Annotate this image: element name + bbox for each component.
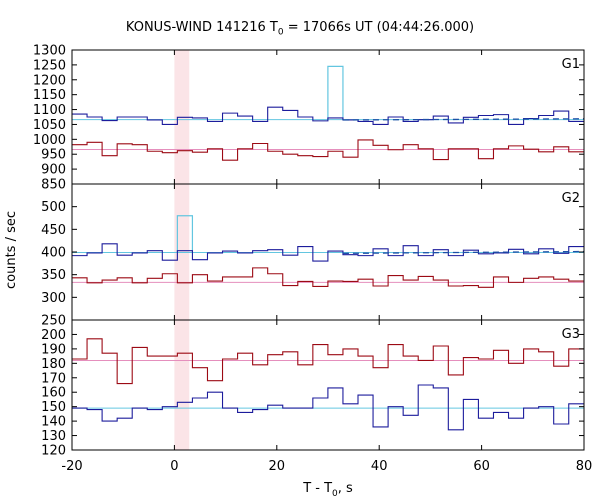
red-step-series — [72, 338, 584, 385]
title-subscript: 0 — [277, 27, 284, 38]
panel-frame — [71, 319, 585, 451]
blue-step-series — [72, 106, 584, 125]
x-tick-label: -20 — [61, 459, 82, 474]
y-tick-label: 190 — [41, 342, 66, 357]
y-tick-label: 1000 — [33, 133, 66, 148]
red-step-series — [72, 267, 584, 288]
y-tick-label: 950 — [41, 148, 66, 163]
x-tick-label: 20 — [269, 459, 286, 474]
y-tick-label: 1150 — [33, 88, 66, 103]
fit-dashed-line — [342, 118, 585, 121]
y-tick-label: 130 — [41, 429, 66, 444]
y-tick-label: 170 — [41, 371, 66, 386]
x-tick-label: 40 — [371, 459, 388, 474]
panel-label: G3 — [562, 327, 580, 342]
y-tick-label: 1050 — [33, 118, 66, 133]
x-tick-label: 80 — [576, 459, 593, 474]
panel-g2: 250 300 350 400 450 500 G2 — [41, 183, 585, 329]
y-tick-label: 900 — [41, 163, 66, 178]
y-tick-label: 300 — [41, 291, 66, 306]
panel-label: G1 — [562, 57, 580, 72]
y-tick-label: 400 — [41, 246, 66, 261]
title-prefix: KONUS-WIND 141216 T — [125, 20, 278, 35]
y-tick-label: 200 — [41, 328, 66, 343]
red-step-series — [72, 139, 584, 161]
panel-label: G2 — [562, 191, 580, 206]
y-tick-label: 120 — [41, 444, 66, 459]
y-tick-label: 1300 — [33, 44, 66, 59]
y-axis-label: counts / sec — [4, 211, 19, 289]
x-tick-label: 0 — [170, 459, 178, 474]
y-tick-label: 450 — [41, 223, 66, 238]
y-tick-label: 850 — [41, 178, 66, 193]
y-tick-label: 150 — [41, 400, 66, 415]
y-tick-label: 140 — [41, 415, 66, 430]
y-tick-label: 350 — [41, 268, 66, 283]
y-tick-label: 1250 — [33, 58, 66, 73]
fit-dashed-line — [342, 250, 585, 255]
highlight-band — [174, 50, 190, 450]
title-suffix: = 17066s UT (04:44:26.000) — [283, 20, 475, 35]
x-axis-label: T - T0, s — [302, 481, 353, 499]
y-tick-label: 1100 — [33, 103, 66, 118]
y-tick-label: 250 — [41, 314, 66, 329]
y-tick-label: 500 — [41, 200, 66, 215]
burst-spike — [327, 65, 344, 120]
blue-step-series — [72, 384, 584, 431]
y-tick-label: 1200 — [33, 73, 66, 88]
chart-title: KONUS-WIND 141216 T0 = 17066s UT (04:44:… — [0, 20, 600, 38]
y-tick-label: 180 — [41, 357, 66, 372]
burst-spike — [176, 215, 194, 253]
x-tick-label: 60 — [473, 459, 490, 474]
blue-step-series — [72, 243, 584, 262]
y-tick-label: 160 — [41, 386, 66, 401]
